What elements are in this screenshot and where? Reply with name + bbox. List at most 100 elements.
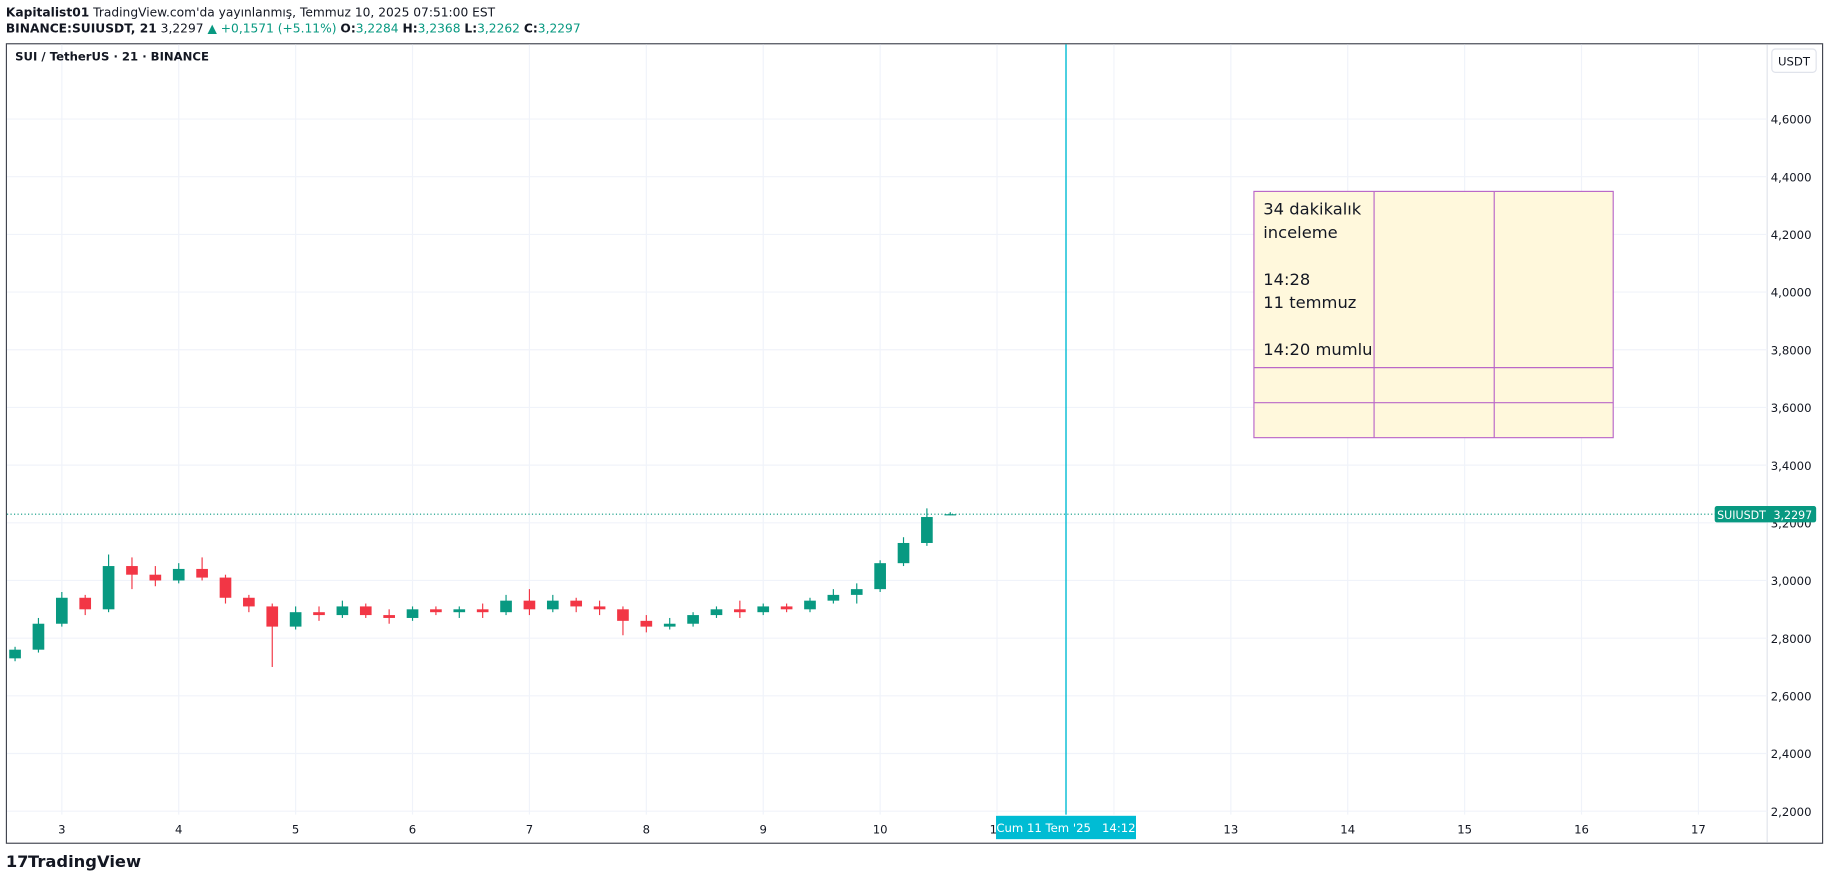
currency: USDT [1778, 54, 1811, 68]
candle-body [55, 597, 68, 624]
candle-body [757, 606, 770, 613]
currency-box [1771, 48, 1817, 73]
last-price-name: SUIUSDT [1717, 509, 1766, 522]
candle-body [640, 620, 653, 627]
y-tick-label: 4,4000 [1771, 170, 1812, 184]
candle-body [593, 606, 606, 610]
y-tick-label: 2,4000 [1771, 747, 1812, 761]
candle-body [874, 563, 886, 590]
price: 3,2297 [161, 22, 204, 36]
candle-body [430, 609, 442, 613]
chart-frame [5, 43, 1824, 844]
candle-body [9, 649, 21, 659]
candle-body [126, 566, 138, 575]
x-tick-label: 6 [409, 822, 416, 836]
candle-body [804, 600, 816, 610]
y-tick-label: 2,8000 [1771, 632, 1812, 646]
close: 3,2297 [538, 22, 581, 36]
last-price-box [1714, 506, 1817, 523]
change: +0,1571 (+5.11%) [221, 22, 337, 36]
candle-body [476, 609, 489, 613]
footer-logo: TradingView [28, 852, 141, 871]
candle-body [944, 514, 957, 516]
candle-body [921, 517, 933, 543]
candle-body [313, 612, 325, 616]
annotation-text: 14:28 [1263, 270, 1310, 289]
logo-icon: 𝟭7 [6, 852, 29, 871]
candle-body [827, 594, 840, 601]
low: 3,2262 [477, 22, 520, 36]
candle-body [617, 609, 629, 621]
annotation-text: 14:20 mumlu [1263, 340, 1372, 359]
candle-body [196, 568, 208, 578]
o-label: O: [340, 22, 355, 36]
annotation-text: 34 dakikalık [1263, 200, 1362, 219]
candle-body [687, 615, 699, 624]
high: 3,2368 [418, 22, 461, 36]
candle-body [102, 566, 115, 610]
x-tick-label: 14 [1340, 822, 1355, 836]
candle-body [500, 600, 512, 613]
candle-body [897, 542, 910, 564]
y-tick-label: 3,0000 [1771, 574, 1812, 588]
x-tick-label: 17 [1691, 822, 1706, 836]
candle-body [32, 623, 45, 650]
x-tick-label: 5 [292, 822, 299, 836]
header-line: Kapitalist01 TradingView.com'da yayınlan… [6, 5, 496, 19]
annotation-text: inceleme [1263, 223, 1337, 242]
candle-body [850, 589, 863, 595]
candle-body [172, 568, 185, 581]
x-tick-label: 8 [643, 822, 650, 836]
symbol-line: BINANCE:SUIUSDT, 21 3,2297 ▲ +0,1571 (+5… [6, 22, 581, 36]
chart-title: SUI / TetherUS · 21 · BINANCE [15, 50, 209, 64]
y-tick-label: 3,6000 [1771, 401, 1812, 415]
x-tick-label: 16 [1574, 822, 1589, 836]
y-tick-label: 4,6000 [1771, 113, 1812, 127]
candle-body [780, 606, 793, 610]
crosshair-box [996, 815, 1136, 840]
candle-body [546, 600, 559, 610]
candle-body [406, 609, 419, 618]
candle-body [710, 609, 723, 616]
y-tick-label: 4,2000 [1771, 228, 1812, 242]
last-price-label: 3,2297 [1773, 509, 1812, 522]
candle-body [453, 609, 466, 613]
arrow: ▲ [207, 22, 217, 36]
annotation-text: 11 temmuz [1263, 293, 1356, 312]
candle-body [383, 615, 395, 618]
open: 3,2284 [356, 22, 399, 36]
y-tick-label: 2,2000 [1771, 805, 1812, 819]
candle-body [359, 606, 372, 616]
x-tick-label: 10 [873, 822, 888, 836]
candle-body [523, 600, 536, 610]
candle-body [289, 612, 302, 627]
candle-body [266, 606, 279, 627]
published: TradingView.com'da yayınlanmış, Temmuz 1… [92, 5, 495, 19]
candle-body [79, 597, 92, 610]
x-tick-label: 13 [1223, 822, 1238, 836]
symbol: BINANCE:SUIUSDT, 21 [6, 22, 157, 36]
candle-body [570, 600, 583, 607]
x-tick-label: 7 [526, 822, 533, 836]
y-tick-label: 3,4000 [1771, 459, 1812, 473]
candle-body [734, 609, 746, 613]
y-tick-label: 3,8000 [1771, 343, 1812, 357]
crosshair-label: Cum 11 Tem '25 14:12 [996, 821, 1135, 835]
candle-body [663, 623, 676, 627]
x-tick-label: 15 [1457, 822, 1472, 836]
candle-body [336, 606, 349, 616]
y-tick-label: 2,6000 [1771, 689, 1812, 703]
x-tick-label: 3 [58, 822, 65, 836]
annotation-box [1253, 190, 1614, 439]
h-label: H: [402, 22, 417, 36]
candle-body [243, 597, 255, 607]
y-tick-label: 4,0000 [1771, 286, 1812, 300]
x-tick-label: 9 [760, 822, 767, 836]
candle-body [219, 577, 232, 598]
l-label: L: [464, 22, 477, 36]
candle-body [149, 574, 162, 581]
x-tick-label: 4 [175, 822, 182, 836]
c-label: C: [524, 22, 538, 36]
author: Kapitalist01 [6, 5, 89, 19]
